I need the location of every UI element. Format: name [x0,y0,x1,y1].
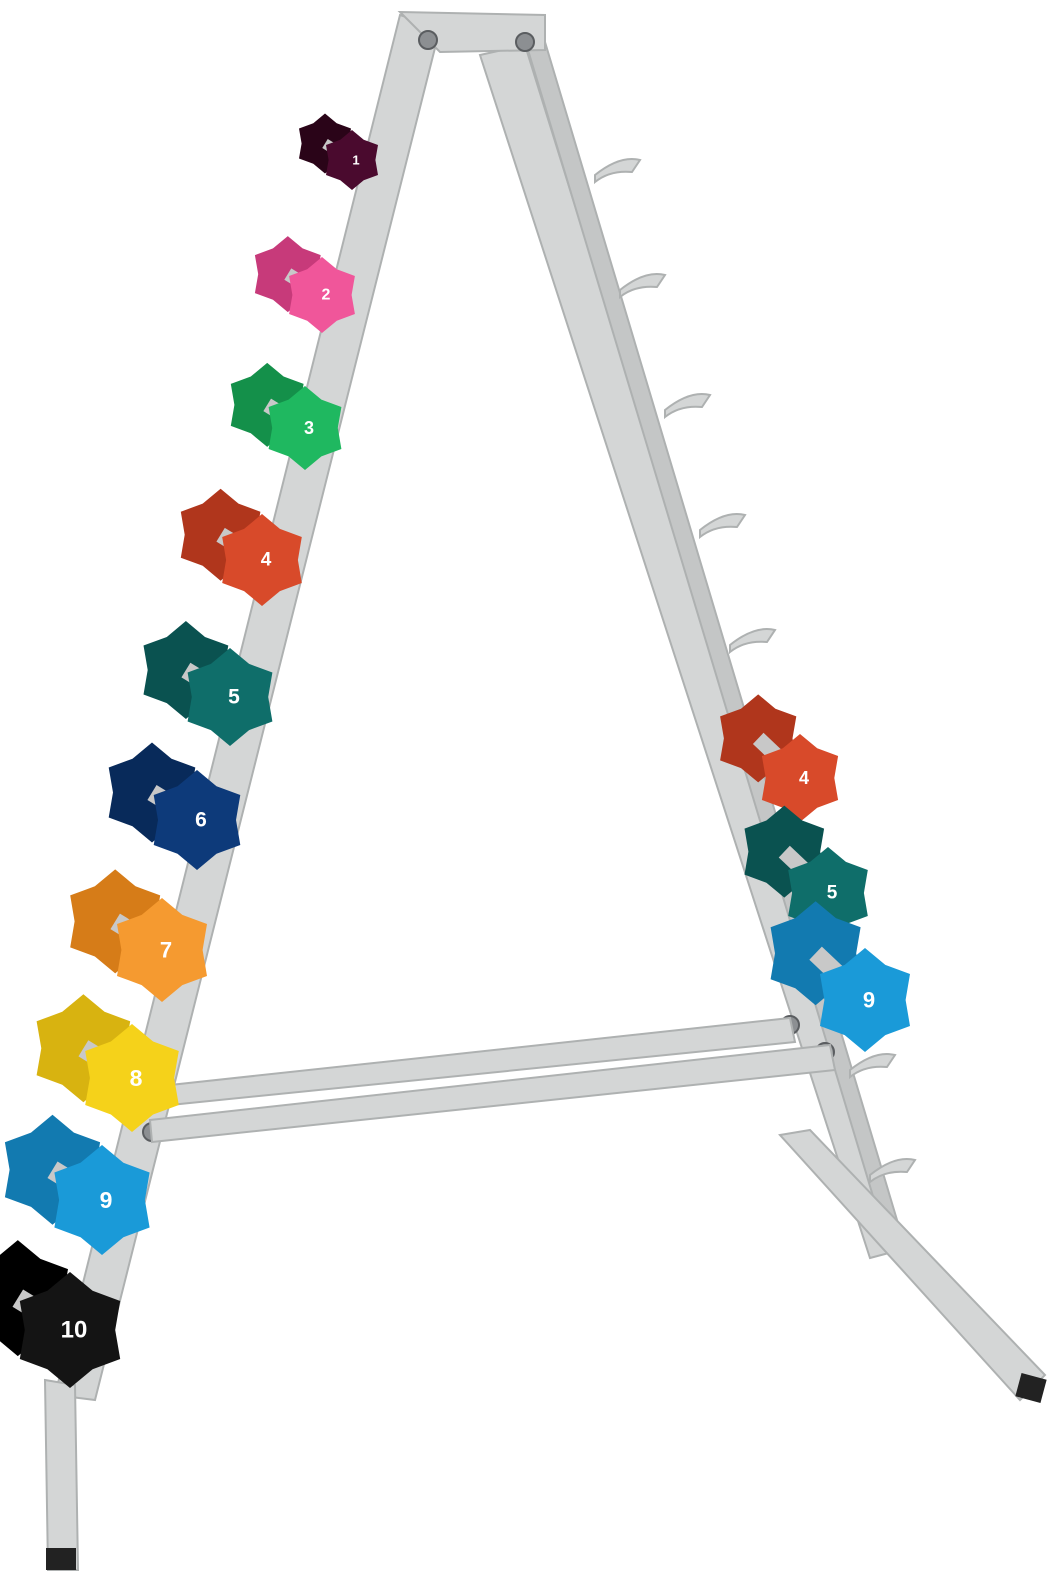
right-foot [778,1128,1047,1402]
dumbbell-weight-label: 9 [100,1187,113,1213]
dumbbell-weight-label: 10 [61,1317,88,1344]
left-dumbbell-5: 5 [143,621,273,746]
rack-hook [869,1158,917,1185]
dumbbell-weight-label: 3 [304,418,314,438]
rack-bolt [515,32,535,52]
dumbbell-front-head [268,386,342,470]
dumbbell-weight-label: 4 [799,768,809,788]
right-dumbbell-9: 9 [770,901,910,1052]
left-dumbbell-10: 10 [0,1240,121,1388]
rack-hook [849,1053,897,1080]
right-foot-cap [1015,1373,1047,1403]
rack-hook [729,628,777,655]
left-dumbbell-7: 7 [70,869,207,1002]
right-dumbbell-4: 4 [720,694,839,822]
left-dumbbell-4: 4 [180,488,302,606]
dumbbell-front-head [117,898,207,1002]
lower-crossbar [148,1043,837,1144]
dumbbell-front-head [289,257,355,333]
rack-bolt [418,30,438,50]
left-foot [43,1378,80,1571]
left-dumbbell-1: 1 [299,113,378,190]
dumbbell-weight-label: 5 [228,686,240,709]
dumbbell-weight-label: 5 [827,883,838,904]
dumbbell-front-head [326,130,378,190]
dumbbell-front-head [761,734,839,822]
rack-hook [619,273,667,300]
dumbbell-weight-label: 8 [130,1065,143,1091]
dumbbell-weight-label: 2 [322,287,331,304]
dumbbell-front-head [820,948,910,1052]
dumbbell-front-head [153,770,241,870]
dumbbell-weight-label: 4 [261,550,272,571]
dumbbell-weight-label: 1 [352,153,359,168]
dumbbell-front-head [85,1024,179,1132]
dumbbell-front-head [19,1272,121,1388]
left-dumbbell-9: 9 [4,1114,150,1255]
rack-hook [699,513,747,540]
left-dumbbell-2: 2 [254,236,355,333]
right-dumbbells: 4 5 9 [720,694,910,1052]
left-dumbbell-8: 8 [36,994,179,1132]
dumbbell-weight-label: 7 [160,938,172,963]
rack-hook [664,393,712,420]
dumbbell-front-head [187,648,273,746]
dumbbell-weight-label: 9 [863,988,875,1013]
left-dumbbell-6: 6 [108,742,241,870]
rack-hook [594,158,642,185]
left-dumbbell-3: 3 [230,362,342,470]
dumbbell-weight-label: 6 [195,809,207,832]
left-dumbbells: 1 2 3 4 5 6 7 8 9 10 [0,113,378,1388]
dumbbell-front-head [54,1145,150,1255]
left-foot-cap [46,1548,76,1570]
dumbbell-front-head [222,514,302,606]
